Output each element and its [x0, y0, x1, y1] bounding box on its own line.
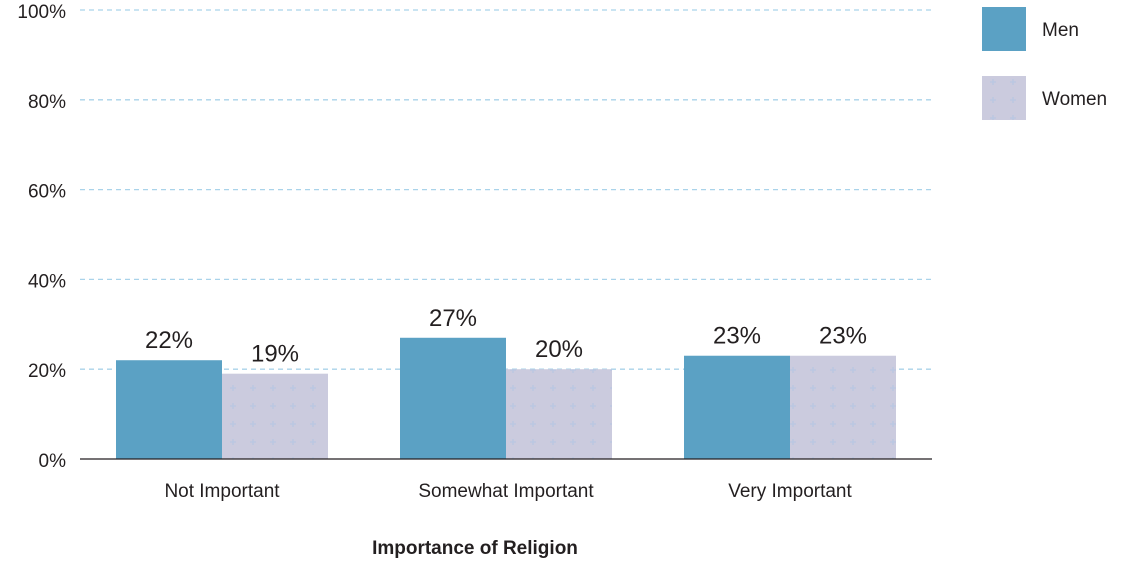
- y-tick-label: 0%: [39, 451, 67, 472]
- data-label-men: 23%: [713, 323, 761, 350]
- bar-men: [684, 355, 790, 459]
- x-tick-label: Not Important: [164, 481, 280, 502]
- data-label-women: 23%: [819, 323, 867, 350]
- y-tick-label: 80%: [28, 92, 66, 113]
- data-labels: 22% 27% 23% 19% 20% 23%: [145, 305, 867, 368]
- legend-swatch-women: [982, 76, 1026, 120]
- y-tick-label: 100%: [17, 2, 66, 23]
- legend-swatch-men: [982, 7, 1026, 51]
- legend-label-men: Men: [1042, 20, 1079, 41]
- bar-men: [116, 360, 222, 459]
- x-axis-ticks: Not Important Somewhat Important Very Impo…: [164, 481, 852, 502]
- bar-men: [400, 337, 506, 459]
- y-tick-label: 20%: [28, 361, 66, 382]
- data-label-women: 20%: [535, 336, 583, 363]
- x-tick-label: Somewhat Important: [418, 481, 594, 502]
- bar-women: [790, 355, 896, 459]
- data-label-women: 19%: [251, 341, 299, 368]
- data-label-men: 27%: [429, 305, 477, 332]
- bars: [116, 337, 896, 459]
- legend: Men Women: [982, 7, 1107, 120]
- x-axis-title: Importance of Religion: [372, 538, 578, 559]
- y-tick-label: 60%: [28, 182, 66, 203]
- bar-women: [222, 373, 328, 459]
- y-tick-label: 40%: [28, 271, 66, 292]
- y-axis-ticks: 0% 20% 40% 60% 80% 100%: [17, 2, 66, 472]
- legend-label-women: Women: [1042, 89, 1107, 110]
- bar-women: [506, 369, 612, 459]
- x-tick-label: Very Important: [728, 481, 852, 502]
- data-label-men: 22%: [145, 327, 193, 354]
- grid-lines: [80, 9, 932, 370]
